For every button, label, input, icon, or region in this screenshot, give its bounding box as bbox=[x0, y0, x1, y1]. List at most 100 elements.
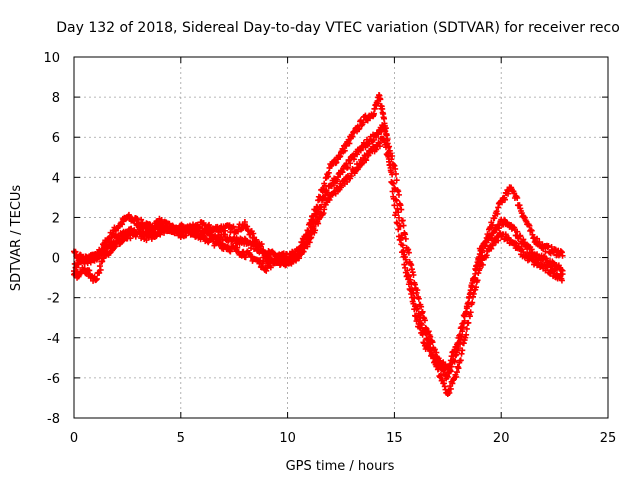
y-tick-label: 0 bbox=[52, 252, 60, 267]
data-point bbox=[241, 218, 248, 225]
data-point bbox=[534, 235, 541, 242]
data-point bbox=[534, 251, 541, 258]
data-point bbox=[296, 255, 303, 262]
y-tick-label: -6 bbox=[47, 372, 60, 387]
x-tick-label: 20 bbox=[493, 431, 510, 446]
y-tick-label: -2 bbox=[47, 292, 60, 307]
y-tick-label: 10 bbox=[43, 51, 60, 66]
x-axis-label: GPS time / hours bbox=[286, 459, 395, 474]
data-point bbox=[341, 147, 348, 154]
data-point bbox=[320, 186, 327, 193]
data-point bbox=[258, 241, 265, 248]
data-point bbox=[312, 219, 319, 226]
data-point bbox=[514, 228, 521, 235]
data-point bbox=[400, 222, 407, 229]
data-point bbox=[429, 339, 436, 346]
ticks: 0 5 10 15 20 25 -8 -6 -4 -2 0 2 4 6 8 10 bbox=[43, 51, 616, 446]
data-point bbox=[395, 209, 402, 216]
x-tick-label: 15 bbox=[386, 431, 403, 446]
data-point bbox=[376, 143, 383, 150]
data-point bbox=[453, 369, 460, 376]
data-point bbox=[458, 333, 465, 340]
x-tick-label: 25 bbox=[600, 431, 617, 446]
data-point bbox=[360, 119, 367, 126]
data-point bbox=[474, 277, 481, 284]
data-point bbox=[455, 365, 462, 372]
data-point bbox=[419, 308, 426, 315]
data-point bbox=[418, 303, 425, 310]
data-point bbox=[148, 235, 155, 242]
data-point bbox=[545, 243, 552, 250]
data-point bbox=[391, 202, 398, 209]
data-point bbox=[410, 271, 417, 278]
data-point bbox=[526, 222, 533, 229]
x-tick-label: 0 bbox=[70, 431, 78, 446]
data-point bbox=[467, 289, 474, 296]
data-point bbox=[463, 325, 470, 332]
series-track-a bbox=[71, 92, 566, 372]
data-point bbox=[97, 266, 104, 273]
y-tick-label: 6 bbox=[52, 131, 60, 146]
data-point bbox=[517, 232, 524, 239]
data-point bbox=[437, 358, 444, 365]
data-points bbox=[71, 92, 566, 397]
data-point bbox=[463, 310, 470, 317]
y-tick-label: 4 bbox=[52, 171, 60, 186]
y-tick-label: 2 bbox=[52, 211, 60, 226]
data-point bbox=[471, 274, 478, 281]
data-point bbox=[414, 305, 421, 312]
data-point bbox=[93, 275, 100, 282]
data-point bbox=[208, 229, 215, 236]
data-point bbox=[399, 234, 406, 241]
data-point bbox=[344, 178, 351, 185]
data-point bbox=[384, 136, 391, 143]
data-point bbox=[132, 229, 139, 236]
data-point bbox=[455, 345, 462, 352]
data-point bbox=[431, 346, 438, 353]
data-point bbox=[467, 309, 474, 316]
y-tick-label: -4 bbox=[47, 332, 60, 347]
data-point bbox=[479, 247, 486, 254]
grid bbox=[74, 57, 608, 418]
data-point bbox=[393, 177, 400, 184]
data-point bbox=[489, 222, 496, 229]
y-tick-label: 8 bbox=[52, 91, 60, 106]
data-point bbox=[398, 206, 405, 213]
data-point bbox=[463, 331, 470, 338]
data-point bbox=[447, 385, 454, 392]
data-point bbox=[101, 248, 108, 255]
data-point bbox=[363, 157, 370, 164]
y-axis-label: SDTVAR / TECUs bbox=[9, 185, 24, 292]
plot-frame bbox=[73, 56, 609, 419]
data-point bbox=[414, 287, 421, 294]
data-point bbox=[494, 210, 501, 217]
data-point bbox=[473, 284, 480, 291]
data-point bbox=[344, 164, 351, 171]
data-point bbox=[457, 357, 464, 364]
data-point bbox=[230, 223, 237, 230]
x-tick-label: 5 bbox=[177, 431, 185, 446]
data-point bbox=[514, 195, 521, 202]
series-track-c bbox=[71, 122, 566, 382]
data-point bbox=[461, 317, 468, 324]
data-point bbox=[347, 160, 354, 167]
data-point bbox=[395, 226, 402, 233]
data-point bbox=[321, 206, 328, 213]
data-point bbox=[328, 183, 335, 190]
data-point bbox=[451, 358, 458, 365]
data-point bbox=[502, 196, 509, 203]
data-point bbox=[399, 217, 406, 224]
data-point bbox=[489, 235, 496, 242]
data-point bbox=[402, 235, 409, 242]
data-point bbox=[127, 235, 134, 242]
x-tick-label: 10 bbox=[279, 431, 296, 446]
chart-title: Day 132 of 2018, Sidereal Day-to-day VTE… bbox=[56, 20, 620, 36]
data-point bbox=[421, 317, 428, 324]
data-point bbox=[446, 389, 453, 396]
data-point bbox=[495, 237, 502, 244]
y-tick-label: -8 bbox=[47, 412, 60, 427]
data-point bbox=[389, 153, 396, 160]
series-track-b bbox=[71, 135, 566, 397]
data-point bbox=[415, 295, 422, 302]
data-point bbox=[310, 223, 317, 230]
